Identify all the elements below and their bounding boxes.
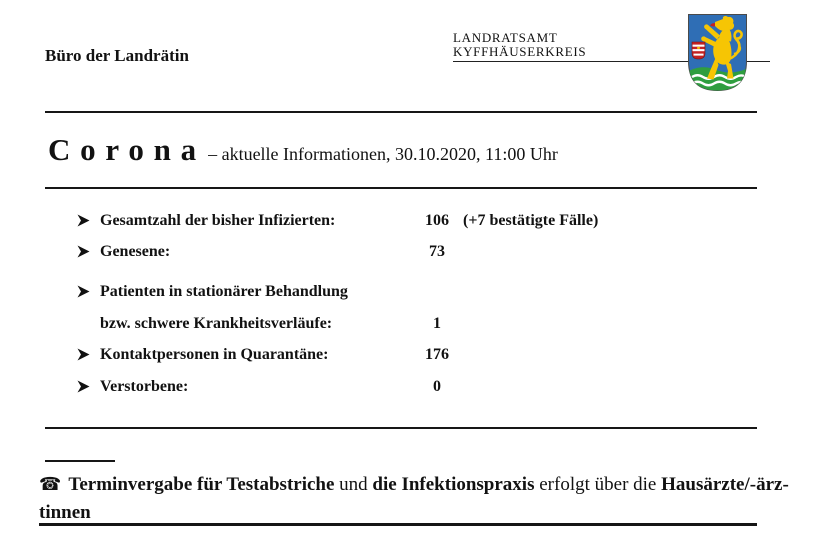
office-title: Büro der Landrätin	[45, 46, 189, 65]
stat-label: Kontaktpersonen in Quarantäne:	[100, 346, 329, 363]
stat-row-deceased: Verstorbene: 0	[0, 379, 817, 399]
stat-label: Verstorbene:	[100, 378, 189, 395]
page-title: C o r o n a	[48, 132, 198, 167]
arrow-bullet-icon	[77, 214, 90, 227]
footer-text-line1: ☎ Terminvergabe für Testabstriche und die…	[39, 475, 789, 494]
phone-icon: ☎	[39, 474, 62, 495]
organization-underline	[453, 61, 770, 63]
small-escutcheon-bar-2	[692, 49, 705, 52]
stat-label: Gesamtzahl der bisher Infizierten:	[100, 212, 336, 229]
document-title-row: C o r o n a – aktuelle Informationen, 30…	[48, 134, 558, 165]
footer-underline	[39, 523, 757, 526]
stat-label: Patienten in stationärer Behandlung	[100, 283, 348, 300]
small-escutcheon	[691, 41, 706, 60]
lion-rampant	[701, 15, 743, 80]
shield-base	[688, 67, 747, 91]
footnote-separator	[45, 460, 115, 462]
wave-line-1	[691, 74, 745, 80]
organization-line1: LANDRATSAMT	[453, 30, 558, 45]
stats-divider	[45, 427, 757, 429]
stat-value: 106	[425, 212, 449, 229]
stat-value: 1	[433, 315, 441, 332]
arrow-bullet-shape	[77, 245, 90, 258]
lion-hindleg-right	[725, 61, 734, 79]
stat-row-hospitalized-line2: bzw. schwere Krankheitsverläufe: 1	[0, 316, 817, 336]
small-escutcheon-bar-1	[692, 44, 705, 47]
footer-bold-infektionspraxis: die Infektionspraxis	[372, 474, 535, 495]
footer-bold-hausaerzte: Hausärzte/-ärz-	[661, 474, 789, 495]
arrow-bullet-shape	[77, 214, 90, 227]
small-escutcheon-gold-check	[697, 46, 700, 49]
lion-foreleg-upper	[705, 25, 720, 40]
stat-value: 176	[425, 346, 449, 363]
lion-hindleg-left	[707, 57, 719, 80]
footer-text-line2: tinnen	[39, 502, 91, 523]
small-escutcheon-bar-3	[693, 53, 704, 56]
arrow-bullet-icon	[77, 285, 90, 298]
arrow-bullet-shape	[77, 285, 90, 298]
stat-label: Genesene:	[100, 243, 171, 260]
lion-paw-1	[704, 24, 709, 30]
stat-note: (+7 bestätigte Fälle)	[463, 212, 599, 229]
stat-row-quarantine: Kontaktpersonen in Quarantäne: 176	[0, 347, 817, 367]
arrow-bullet-icon	[77, 348, 90, 361]
stat-row-infected: Gesamtzahl der bisher Infizierten: 106 (…	[0, 213, 817, 233]
stat-label-continuation: bzw. schwere Krankheitsverläufe:	[100, 315, 333, 332]
lion-torso	[713, 37, 732, 65]
title-divider	[45, 187, 757, 189]
lion-foreleg-lower	[702, 36, 718, 48]
stat-row-recovered: Genesene: 73	[0, 244, 817, 264]
stat-value: 0	[433, 378, 441, 395]
arrow-bullet-icon	[77, 245, 90, 258]
organization-line2: KYFFHÄUSERKREIS	[453, 44, 587, 59]
wave-line-2	[691, 80, 745, 87]
stat-row-hospitalized-line1: Patienten in stationärer Behandlung	[0, 284, 817, 304]
page-subtitle: – aktuelle Informationen, 30.10.2020, 11…	[208, 144, 558, 164]
lion-paw-2	[701, 36, 706, 42]
footer-bold-terminvergabe: Terminvergabe für Testabstriche	[68, 474, 335, 495]
lion-head	[715, 15, 735, 31]
stat-value: 73	[429, 243, 445, 260]
organization-name: LANDRATSAMT KYFFHÄUSERKREIS	[453, 31, 586, 59]
lion-tail-curl	[733, 44, 742, 56]
footer-regular-erfolgt: erfolgt über die	[534, 474, 662, 495]
arrow-bullet-shape	[77, 348, 90, 361]
arrow-bullet-shape	[77, 380, 90, 393]
kyffhaeuserkreis-coat-of-arms-icon	[688, 14, 747, 92]
header-divider	[45, 111, 757, 113]
arrow-bullet-icon	[77, 380, 90, 393]
footer-regular-und: und	[334, 474, 373, 495]
